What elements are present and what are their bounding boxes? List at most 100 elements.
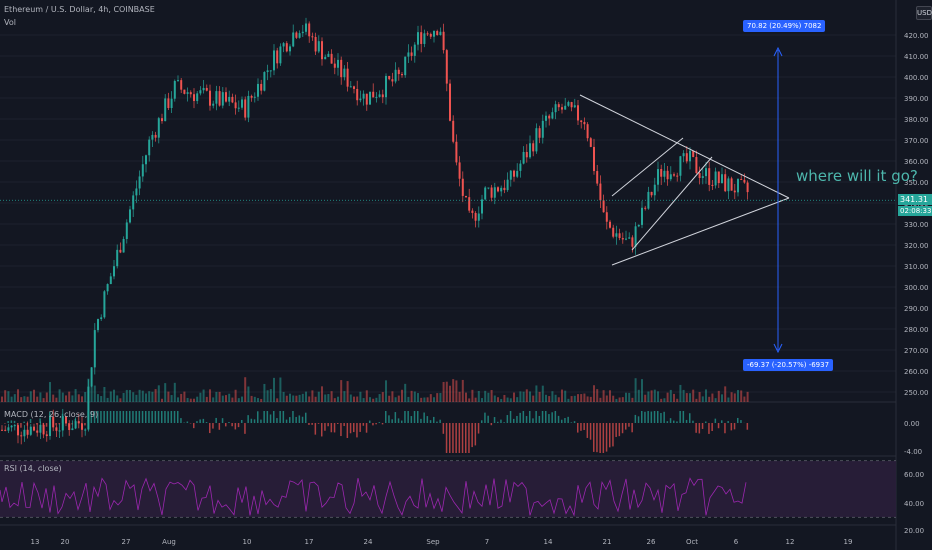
macd-bar xyxy=(359,423,361,432)
macd-bar xyxy=(634,414,637,423)
candle-body xyxy=(673,174,675,176)
volume-bar xyxy=(205,396,208,402)
time-tick: 12 xyxy=(786,538,795,546)
macd-bar xyxy=(557,415,560,423)
currency-badge[interactable]: USD xyxy=(916,6,932,20)
candle-body xyxy=(241,99,243,108)
macd-bar xyxy=(721,420,723,423)
volume-bar xyxy=(97,394,99,402)
price-tick: 350.00 xyxy=(904,179,929,187)
macd-bar xyxy=(173,411,176,423)
candle-body xyxy=(215,91,218,104)
price-tick: 300.00 xyxy=(904,284,929,292)
candle-body xyxy=(727,178,730,192)
volume-bar xyxy=(68,391,71,402)
candle-body xyxy=(145,155,147,165)
volume-bar xyxy=(593,385,595,402)
volume-bar xyxy=(449,385,451,402)
macd-bar xyxy=(218,423,221,430)
candle-body xyxy=(538,128,541,138)
candle-body xyxy=(97,319,99,331)
macd-bar xyxy=(321,423,323,437)
price-axis[interactable]: 420.00 410.00 400.00 390.00 380.00 370.00 360.… xyxy=(904,32,929,535)
volume-bar xyxy=(100,396,103,402)
triangle-lower-line xyxy=(611,197,790,266)
macd-bar xyxy=(269,414,272,423)
volume-bar xyxy=(561,389,563,402)
macd-bar xyxy=(129,411,131,423)
macd-bar xyxy=(436,421,438,423)
candle-body xyxy=(231,96,234,103)
time-axis[interactable]: 13 20 27 Aug 10 17 24 Sep 7 14 21 26 Oct 6 12 19 xyxy=(31,538,853,546)
candle-body xyxy=(449,83,451,121)
time-tick: 21 xyxy=(603,538,612,546)
candle-body xyxy=(577,105,579,121)
macd-bar xyxy=(250,418,253,423)
candle-body xyxy=(157,118,160,138)
macd-bar xyxy=(241,419,243,423)
candle-body xyxy=(161,118,163,122)
macd-bar xyxy=(305,412,307,423)
candle-body xyxy=(167,98,170,108)
volume-bar xyxy=(743,396,746,402)
volume-bar xyxy=(273,377,275,402)
macd-bar xyxy=(535,411,537,423)
volume-bar xyxy=(548,396,551,402)
macd-bar xyxy=(273,411,275,423)
macd-bar xyxy=(356,423,358,438)
volume-bar xyxy=(282,391,285,402)
volume-bar xyxy=(679,384,682,402)
macd-bar xyxy=(503,422,505,423)
time-tick: Sep xyxy=(426,538,440,546)
macd-bar xyxy=(298,415,301,423)
candle-body xyxy=(84,429,87,431)
candle-body xyxy=(61,416,64,431)
volume-bar xyxy=(484,390,487,402)
candle-body xyxy=(253,96,256,98)
macd-bar xyxy=(711,423,713,432)
macd-bar xyxy=(209,423,211,434)
candle-body xyxy=(81,423,83,430)
candle-body xyxy=(724,174,727,192)
volume-bar xyxy=(573,395,576,402)
macd-bar xyxy=(701,423,704,429)
drawings[interactable] xyxy=(0,46,896,354)
volume-bar xyxy=(215,391,218,402)
macd-bar xyxy=(695,423,697,433)
candle-body xyxy=(65,416,67,424)
volume-bar xyxy=(109,391,112,402)
volume-bar xyxy=(458,391,461,402)
macd-bar xyxy=(497,421,499,423)
macd-bar xyxy=(653,411,656,423)
candle-body xyxy=(327,53,330,57)
macd-bar xyxy=(391,419,393,423)
volume-bar xyxy=(737,390,739,402)
candle-body xyxy=(442,31,445,51)
candle-body xyxy=(535,128,538,152)
volume-bar xyxy=(417,393,419,402)
macd-bar xyxy=(161,411,163,423)
volume-bar xyxy=(125,389,128,402)
volume-bar xyxy=(682,389,685,402)
candle-body xyxy=(250,95,253,98)
candle-body xyxy=(346,68,349,87)
candle-body xyxy=(695,157,698,174)
macd-bar xyxy=(385,411,387,423)
macd-bar xyxy=(113,411,115,423)
macd-bar xyxy=(596,423,598,453)
candle-body xyxy=(628,237,631,239)
volume-bar xyxy=(634,378,637,402)
candle-body xyxy=(343,68,346,78)
macd-bar xyxy=(593,423,595,452)
volume-bar xyxy=(618,397,621,402)
volume-bar xyxy=(570,396,573,402)
volume-bar xyxy=(55,397,58,402)
macd-bar xyxy=(327,423,329,427)
candle-body xyxy=(589,138,592,147)
candle-body xyxy=(148,139,151,156)
macd-bar xyxy=(23,421,25,423)
macd-bar xyxy=(122,411,125,423)
candle-body xyxy=(218,91,221,106)
volume-bar xyxy=(733,393,736,402)
